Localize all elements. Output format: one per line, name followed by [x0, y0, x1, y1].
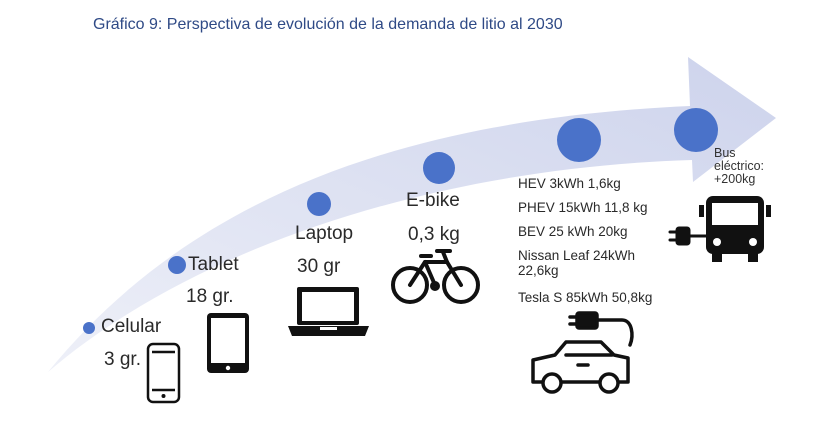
stage-dot-tablet	[168, 256, 186, 274]
item-bus-value: +200kg	[714, 172, 756, 186]
stage-dot-ev	[557, 118, 601, 162]
item-ev-line-6: Tesla S 85kWh 50,8kg	[518, 290, 653, 305]
item-ebike-value: 0,3 kg	[408, 224, 460, 245]
item-ev-line-4: Nissan Leaf 24kWh	[518, 248, 636, 263]
item-ev-line-1: HEV 3kWh 1,6kg	[518, 176, 621, 191]
bicycle-icon	[391, 249, 480, 304]
stage-dot-ebike	[423, 152, 455, 184]
electric-car-icon	[531, 311, 634, 394]
laptop-icon	[288, 287, 369, 336]
stage-dot-bus	[674, 108, 718, 152]
item-tablet-name: Tablet	[188, 254, 239, 275]
item-ev-line-5: 22,6kg	[518, 263, 559, 278]
chart-title: Gráfico 9: Perspectiva de evolución de l…	[93, 16, 563, 33]
item-ev-line-3: BEV 25 kWh 20kg	[518, 224, 628, 239]
electric-bus-icon	[668, 196, 771, 262]
stage-dot-laptop	[307, 192, 331, 216]
item-tablet-value: 18 gr.	[186, 286, 234, 307]
item-laptop-value: 30 gr	[297, 256, 341, 277]
item-laptop-name: Laptop	[295, 223, 354, 244]
item-bus-name-2: eléctrico:	[714, 159, 765, 173]
item-bus-name: Bus	[714, 146, 736, 160]
item-ebike-name: E-bike	[406, 190, 460, 211]
item-celular-value: 3 gr.	[104, 349, 141, 370]
tablet-icon	[207, 313, 249, 373]
item-ev-line-2: PHEV 15kWh 11,8 kg	[518, 200, 648, 215]
smartphone-icon	[146, 342, 181, 404]
stage-dot-celular	[83, 322, 95, 334]
item-celular-name: Celular	[101, 316, 162, 337]
